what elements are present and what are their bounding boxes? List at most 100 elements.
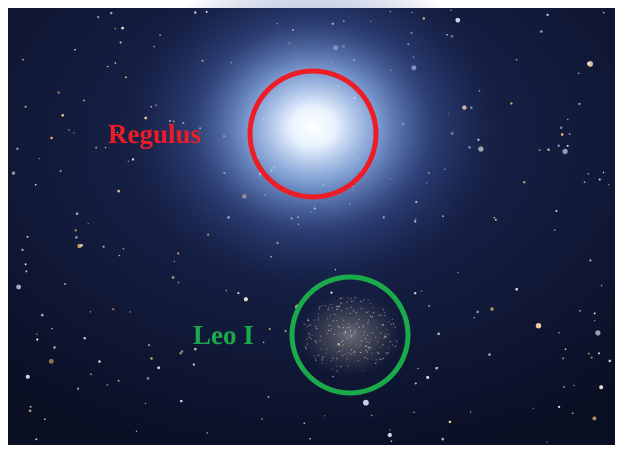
star — [350, 326, 351, 327]
star — [343, 327, 344, 328]
star — [44, 418, 46, 420]
star — [267, 396, 269, 398]
star — [360, 352, 361, 353]
star — [379, 315, 380, 316]
star — [336, 309, 337, 310]
star — [598, 352, 600, 354]
star — [366, 312, 367, 313]
star — [388, 334, 389, 335]
star — [358, 319, 359, 320]
star — [343, 333, 344, 334]
star — [488, 353, 491, 356]
star — [558, 332, 559, 333]
star — [322, 305, 323, 306]
star — [339, 351, 340, 352]
star — [330, 304, 331, 305]
star — [370, 346, 371, 347]
star — [261, 418, 263, 420]
star — [311, 338, 312, 339]
star — [384, 334, 385, 335]
star — [16, 285, 21, 290]
star — [206, 432, 207, 433]
star — [309, 438, 311, 440]
star — [381, 333, 382, 334]
star — [117, 190, 120, 193]
star — [106, 384, 108, 386]
star — [371, 316, 372, 317]
star — [474, 317, 475, 318]
star — [120, 41, 122, 43]
star — [584, 181, 586, 183]
star — [322, 357, 323, 358]
star — [359, 327, 360, 328]
star — [369, 339, 370, 340]
star — [384, 312, 385, 313]
star — [603, 172, 604, 173]
star — [352, 335, 353, 336]
star — [317, 355, 318, 356]
star — [307, 326, 308, 327]
star — [345, 353, 346, 354]
star — [588, 173, 590, 175]
star — [110, 12, 113, 15]
star — [309, 325, 310, 326]
star — [125, 76, 127, 78]
star — [350, 330, 351, 331]
star — [346, 327, 347, 328]
star — [561, 133, 564, 136]
star — [608, 184, 609, 185]
star — [347, 338, 348, 339]
star — [121, 27, 124, 30]
star — [510, 102, 512, 104]
star — [494, 217, 496, 219]
star — [428, 305, 430, 307]
star — [373, 312, 374, 313]
leo-label: Leo I — [193, 320, 254, 350]
star — [340, 298, 341, 299]
star — [51, 328, 53, 330]
star — [27, 236, 29, 238]
star — [334, 314, 335, 315]
star — [179, 352, 181, 354]
star — [370, 303, 371, 304]
star — [603, 12, 605, 14]
star — [436, 367, 438, 369]
star — [536, 323, 542, 329]
star — [588, 353, 590, 355]
star — [328, 309, 329, 310]
star — [375, 363, 376, 364]
star — [328, 330, 329, 331]
star — [533, 408, 534, 409]
star — [327, 349, 328, 350]
star — [383, 358, 384, 359]
star — [377, 352, 378, 353]
star — [319, 340, 320, 341]
star — [567, 145, 569, 147]
star — [381, 315, 382, 316]
star — [389, 429, 390, 430]
star — [379, 347, 380, 348]
star — [437, 332, 440, 335]
star — [269, 328, 271, 330]
star — [306, 348, 307, 349]
star — [336, 320, 337, 321]
star — [363, 327, 364, 328]
star — [383, 337, 384, 338]
star — [349, 327, 350, 328]
star — [180, 400, 183, 403]
star — [315, 341, 316, 342]
star — [361, 340, 362, 341]
star — [80, 244, 83, 247]
star — [319, 306, 320, 307]
star — [495, 219, 497, 221]
star — [129, 311, 130, 312]
star — [339, 306, 340, 307]
star — [556, 210, 558, 212]
star — [363, 400, 369, 406]
star — [320, 335, 321, 336]
star — [321, 336, 322, 337]
star — [172, 276, 175, 279]
star — [365, 338, 366, 339]
star — [367, 323, 368, 324]
star — [562, 149, 567, 154]
